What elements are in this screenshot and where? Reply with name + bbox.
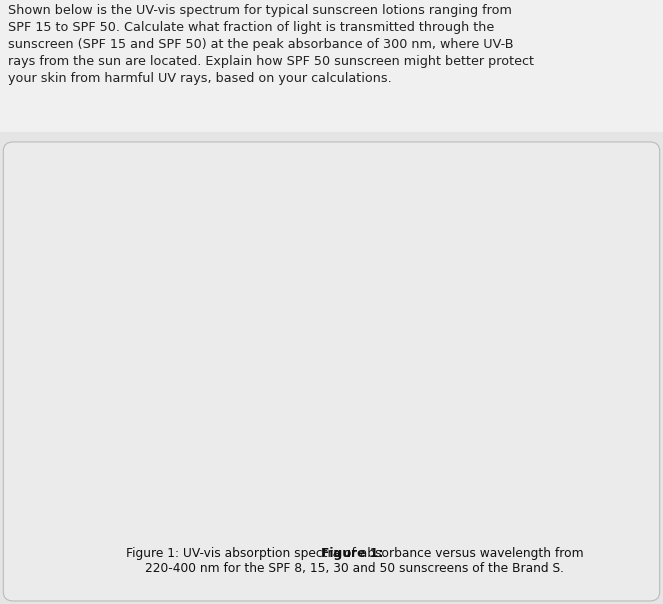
X-axis label: Wavelength (nm): Wavelength (nm) [297, 461, 412, 474]
Text: Figure 1: UV-vis absorption spectra of absorbance versus wavelength from
220-400: Figure 1: UV-vis absorption spectra of a… [126, 547, 583, 574]
Legend: SPF 8, SPF 15, SPF 30, SPF 50: SPF 8, SPF 15, SPF 30, SPF 50 [514, 189, 586, 270]
Text: Shown below is the UV-vis spectrum for typical sunscreen lotions ranging from
SP: Shown below is the UV-vis spectrum for t… [8, 4, 534, 85]
Text: Figure 1:: Figure 1: [322, 547, 388, 560]
Y-axis label: Absorbance: Absorbance [70, 269, 83, 347]
